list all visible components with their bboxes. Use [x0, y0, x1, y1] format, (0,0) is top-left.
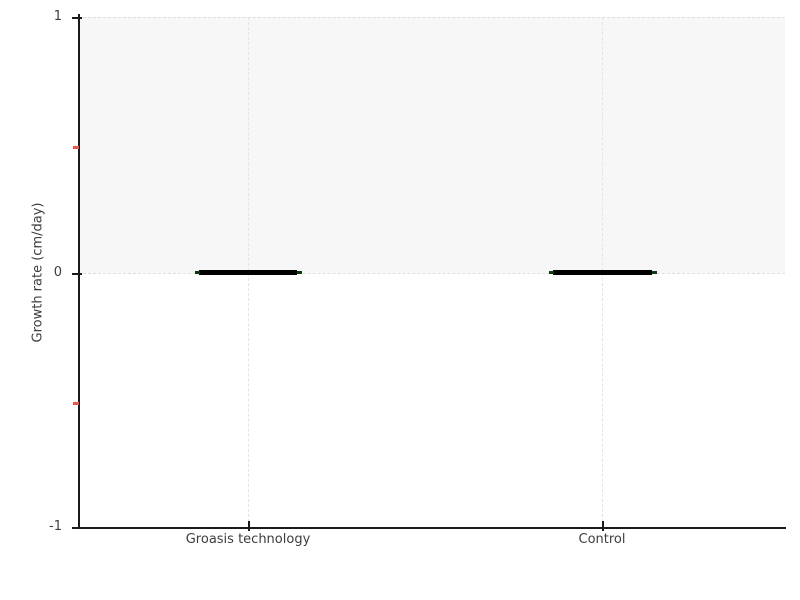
y-tick-mark-minus-1 [72, 527, 82, 529]
y-axis-line [78, 14, 80, 529]
bar-cap-right-control [652, 271, 657, 274]
bar-control [553, 270, 652, 275]
bar-groasis-technology [199, 270, 297, 275]
y-tick-label-minus-1: -1 [49, 519, 62, 534]
y-tick-mark-0 [72, 273, 82, 275]
gridline-horizontal-0 [78, 273, 785, 274]
bar-cap-right-groasis-technology [297, 271, 302, 274]
x-tick-label-control: Control [578, 532, 626, 547]
y-tick-label-0: 0 [53, 265, 62, 280]
y-axis-title: Growth rate (cm/day) [30, 202, 46, 343]
y-minor-tick-0point5 [73, 146, 79, 149]
y-tick-mark-1 [72, 17, 82, 19]
bar-cap-left-groasis-technology [195, 271, 200, 274]
x-tick-label-groasis-technology: Groasis technology [185, 532, 311, 547]
y-tick-label-1: 1 [53, 9, 62, 24]
x-axis-line [72, 527, 786, 529]
y-minor-tick-minus-0point5 [73, 402, 79, 405]
x-tick-mark-control [602, 521, 604, 531]
gridline-horizontal-1 [78, 17, 785, 18]
x-tick-mark-groasis-technology [248, 521, 250, 531]
bar-cap-left-control [549, 271, 554, 274]
plot-area-background [78, 17, 785, 273]
